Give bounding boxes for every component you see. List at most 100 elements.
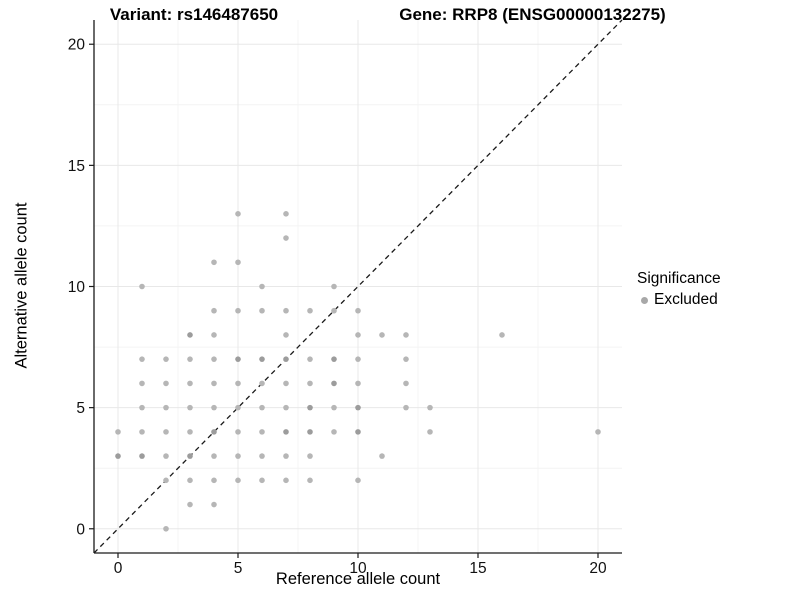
data-point	[331, 356, 337, 362]
y-tick-label: 20	[68, 37, 86, 54]
data-point	[355, 332, 361, 338]
legend-item-excluded: Excluded	[637, 291, 721, 309]
data-point	[235, 211, 241, 217]
data-point	[259, 429, 265, 435]
y-tick-label: 15	[68, 158, 85, 175]
y-tick-label: 0	[76, 521, 85, 538]
data-point	[211, 404, 217, 411]
data-point	[163, 404, 169, 411]
data-point	[403, 356, 409, 362]
data-point	[379, 453, 385, 459]
y-axis-title: Alternative allele count	[12, 202, 31, 369]
data-point	[283, 332, 289, 338]
data-point	[355, 307, 361, 314]
plot-title-variant: Variant: rs146487650	[109, 5, 279, 24]
data-point	[139, 429, 145, 435]
data-point	[235, 453, 241, 459]
data-point	[163, 380, 169, 387]
data-point	[403, 332, 409, 338]
data-point	[139, 356, 145, 362]
data-point	[283, 235, 289, 241]
data-point	[115, 429, 121, 435]
data-point	[283, 380, 289, 387]
x-tick-label: 5	[234, 560, 243, 577]
x-axis-title: Reference allele count	[275, 570, 441, 588]
data-point	[211, 429, 217, 435]
data-point	[163, 429, 169, 435]
data-point	[355, 356, 361, 362]
data-point	[355, 404, 361, 411]
data-point	[211, 501, 217, 508]
data-point	[139, 283, 145, 290]
data-point	[427, 429, 433, 435]
y-tick-label: 5	[76, 400, 85, 417]
excluded-point-icon	[641, 297, 648, 304]
data-point	[235, 477, 241, 484]
data-point	[163, 525, 169, 532]
data-point	[403, 404, 409, 411]
data-point	[307, 404, 313, 411]
x-tick-label: 15	[469, 560, 486, 577]
legend: Significance Excluded	[637, 270, 721, 309]
data-point	[187, 501, 193, 508]
data-point	[259, 404, 265, 411]
data-point	[283, 211, 289, 217]
data-point	[355, 429, 361, 435]
data-point	[331, 283, 337, 290]
data-point	[259, 477, 265, 484]
data-point	[259, 453, 265, 459]
data-point	[115, 453, 121, 459]
y-tick-label: 10	[68, 279, 86, 296]
data-point	[211, 356, 217, 362]
data-point	[235, 259, 241, 266]
data-point	[355, 380, 361, 387]
data-point	[211, 259, 217, 266]
data-point	[235, 307, 241, 314]
data-point	[139, 380, 145, 387]
data-point	[595, 429, 601, 435]
data-point	[307, 453, 313, 459]
data-point	[139, 404, 145, 411]
data-point	[187, 332, 193, 338]
data-point	[331, 429, 337, 435]
data-point	[283, 453, 289, 459]
data-point	[187, 404, 193, 411]
data-point	[211, 477, 217, 484]
data-point	[355, 477, 361, 484]
data-point	[331, 404, 337, 411]
data-point	[211, 332, 217, 338]
data-point	[235, 404, 241, 411]
data-point	[139, 453, 145, 459]
data-point	[307, 477, 313, 484]
data-point	[235, 356, 241, 362]
data-point	[283, 429, 289, 435]
data-point	[499, 332, 505, 338]
data-point	[187, 356, 193, 362]
data-point	[427, 404, 433, 411]
data-point	[211, 453, 217, 459]
x-tick-label: 0	[114, 560, 123, 577]
data-point	[163, 453, 169, 459]
legend-item-label: Excluded	[654, 291, 718, 308]
data-point	[379, 332, 385, 338]
data-point	[259, 283, 265, 290]
data-point	[331, 307, 337, 314]
data-point	[283, 477, 289, 484]
data-point	[211, 380, 217, 387]
data-point	[187, 429, 193, 435]
data-point	[187, 453, 193, 459]
data-point	[163, 477, 169, 484]
x-tick-label: 10	[349, 560, 367, 577]
data-point	[307, 356, 313, 362]
data-point	[403, 380, 409, 387]
data-point	[307, 307, 313, 314]
x-tick-label: 20	[589, 560, 607, 577]
data-point	[307, 429, 313, 435]
data-point	[259, 380, 265, 387]
data-point	[259, 356, 265, 362]
data-point	[331, 380, 337, 387]
data-point	[307, 380, 313, 387]
data-point	[163, 356, 169, 362]
data-point	[283, 404, 289, 411]
